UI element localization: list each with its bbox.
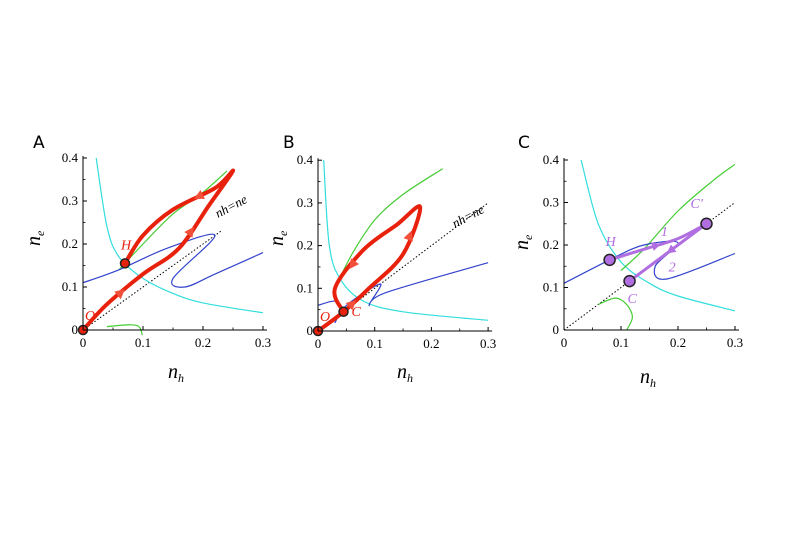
x-tick-label: 0.2 [423, 336, 439, 351]
panel-a-xlabel: nh [168, 361, 184, 385]
panel-b-diagonal-label: nh=ne [449, 201, 486, 230]
panel-c: C 1 2 H C' C 0 0.1 0.2 0.3 0 0.1 0.2 0.3 0.4 nh ne [511, 133, 743, 390]
y-tick-label: 0.2 [543, 237, 559, 252]
y-tick-label: 0.3 [62, 193, 78, 208]
fixed-point-label: C [628, 292, 638, 307]
trajectory-arrow [114, 289, 125, 300]
fixed-point-label: C [352, 305, 362, 320]
fixed-point-label: H [120, 238, 132, 253]
x-tick-label: 0.2 [670, 335, 686, 350]
transition-1-line [608, 222, 708, 262]
trajectory-line [81, 168, 235, 332]
y-tick-label: 0.3 [297, 195, 313, 210]
fixed-point-label: C' [691, 197, 704, 212]
y-tick-label: 0 [553, 322, 560, 337]
panel-b-ylabel: ne [266, 230, 290, 246]
y-tick-label: 0.2 [62, 236, 78, 251]
panel-b: B CO 0 0.1 0.2 0.300.10.20.30.4 nh=ne nh ne [266, 133, 496, 385]
x-tick-label: 0.3 [727, 335, 743, 350]
panel-a-axes: 0 0.1 0.2 0.3 0 0.1 0.2 0.3 0.4 [62, 150, 271, 350]
trajectory-arrow [349, 258, 360, 270]
y-tick-label: 0.3 [543, 195, 559, 210]
y-tick-label: 0.2 [297, 238, 313, 253]
transition-1-label: 1 [661, 225, 668, 240]
panel-b-overlay: CO [312, 204, 423, 337]
panel-b-plot [317, 160, 489, 332]
nullcline-cyan [95, 157, 264, 314]
trajectory-arrow [403, 230, 413, 242]
panel-a-overlay: HO [77, 168, 235, 336]
panel-c-overlay: 1 2 H C' C [603, 197, 713, 307]
panel-b-letter: B [283, 133, 295, 153]
x-tick-label: 0.3 [480, 336, 496, 351]
nullcline-green-upper [334, 168, 444, 289]
fixed-point-h [119, 258, 131, 269]
y-tick-label: 0.1 [297, 280, 313, 295]
trajectory-arrow [345, 300, 357, 311]
panel-c-xlabel: nh [640, 366, 656, 390]
panel-c-letter: C [518, 133, 530, 153]
x-tick-label: 0 [561, 335, 568, 350]
fixed-point-c [623, 274, 636, 288]
y-tick-label: 0.4 [543, 152, 560, 167]
x-tick-label: 0.2 [195, 335, 211, 350]
nullcline-blue [82, 233, 264, 288]
panel-c-axes: 0 0.1 0.2 0.3 0 0.1 0.2 0.3 0.4 [543, 152, 743, 350]
trajectory-arrow [194, 189, 205, 199]
nullcline-green-upper [118, 170, 228, 271]
panel-c-plot [563, 159, 736, 331]
panel-c-ylabel: ne [511, 234, 535, 250]
x-tick-label: 0.1 [613, 335, 629, 350]
transition-2-line [628, 222, 708, 283]
fixed-point-label: O [320, 310, 330, 325]
nullcline-cyan [580, 159, 736, 312]
y-tick-label: 0.4 [297, 152, 314, 167]
y-tick-label: 0.1 [543, 280, 559, 295]
x-tick-label: 0.1 [135, 335, 151, 350]
trajectory-arrow [184, 226, 194, 238]
x-tick-label: 0.3 [255, 335, 271, 350]
x-tick-label: 0 [80, 335, 87, 350]
panel-a-curves [82, 157, 264, 335]
fixed-point-h [603, 253, 616, 267]
fixed-point-label: H [605, 235, 617, 250]
transition-1-arrow [651, 242, 661, 251]
y-tick-label: 0.1 [62, 279, 78, 294]
transition-2-label: 2 [669, 261, 676, 276]
transition-2-arrow [666, 244, 677, 254]
diagonal-line [82, 230, 222, 331]
panel-b-xlabel: nh [397, 361, 413, 385]
panel-a-plot [82, 157, 264, 335]
nullcline-cyan [323, 160, 489, 321]
diagonal-line [563, 202, 736, 331]
panel-a-ylabel: ne [23, 230, 47, 246]
panel-c-curves [563, 159, 736, 331]
y-tick-label: 0 [307, 323, 314, 338]
fixed-point-label: O [85, 309, 95, 324]
fixed-point-c [338, 306, 349, 318]
nullcline-green-lower [597, 297, 634, 331]
nullcline-green-lower [106, 324, 143, 335]
y-tick-label: 0.4 [62, 150, 79, 165]
panel-a-letter: A [33, 133, 45, 153]
panel-b-axes: 0 0.1 0.2 0.3 0 0.1 0.2 0.3 0.4 [297, 152, 496, 351]
panel-b-curves [317, 160, 489, 332]
nullcline-green-upper [620, 163, 736, 271]
y-tick-label: 0 [72, 322, 79, 337]
panel-a: A HO 0 0.1 0.2 0.300.10.20.30.4 nh=ne nh ne [23, 133, 271, 385]
x-tick-label: 0 [315, 336, 322, 351]
x-tick-label: 0.1 [367, 336, 383, 351]
fixed-point-cprime [700, 217, 713, 230]
